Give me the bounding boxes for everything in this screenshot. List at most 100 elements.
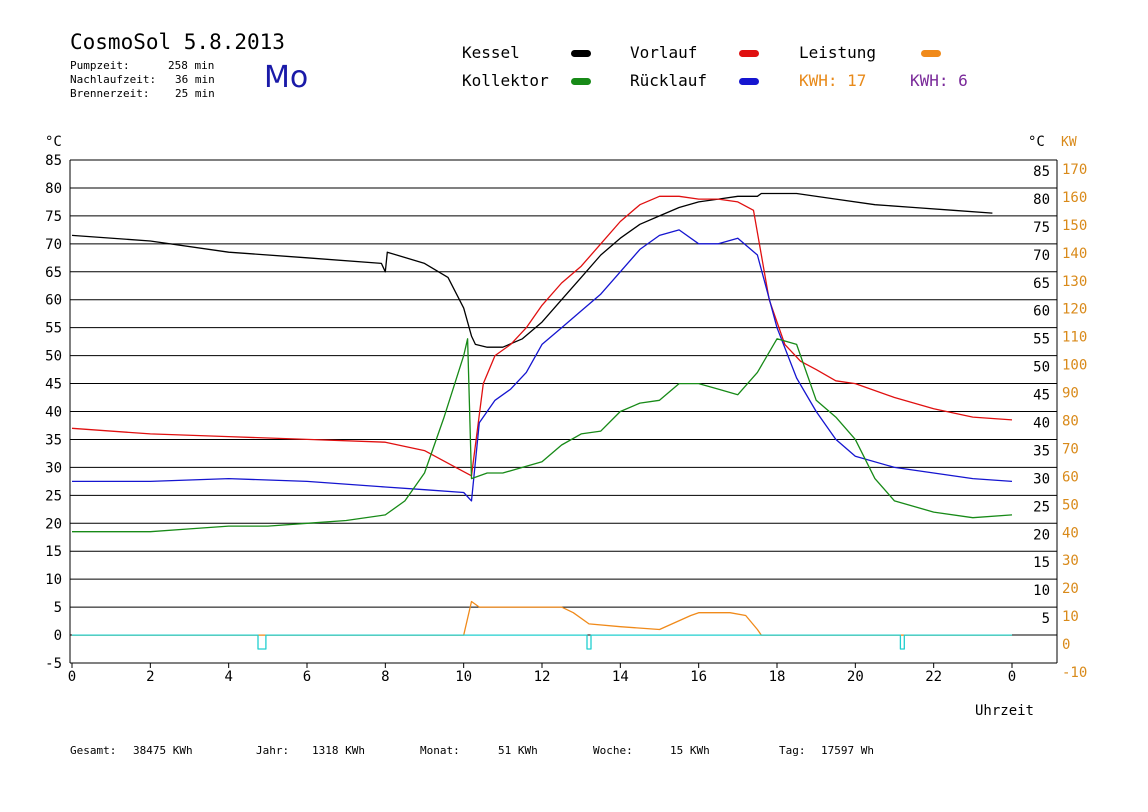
footer-monat-label: Monat: xyxy=(420,744,460,757)
stat-pumpzeit-value: 258 min xyxy=(168,59,215,72)
series-line-ruecklauf xyxy=(72,229,1013,502)
y-tick-label-right: 70 xyxy=(1033,248,1050,264)
y-tick-label-left: 85 xyxy=(45,153,62,169)
y-tick-label-right: 55 xyxy=(1033,332,1050,348)
y-tick-label-right: 5 xyxy=(1042,611,1050,627)
power-tick-label: 40 xyxy=(1062,525,1079,541)
power-tick-label: 150 xyxy=(1062,218,1087,234)
y-tick-label-left: 45 xyxy=(45,377,62,393)
legend-vorlauf-label: Vorlauf xyxy=(630,43,698,62)
y-tick-label-left: 30 xyxy=(45,460,62,476)
footer-gesamt-value: 38475 KWh xyxy=(133,744,193,757)
x-tick-label: 8 xyxy=(381,669,389,685)
power-tick-label: 90 xyxy=(1062,386,1079,402)
x-tick-label: 18 xyxy=(769,669,786,685)
y-tick-label-right: 50 xyxy=(1033,360,1050,376)
footer-jahr-label: Jahr: xyxy=(256,744,290,757)
y-tick-label-right: 25 xyxy=(1033,499,1050,515)
power-tick-label: 70 xyxy=(1062,441,1079,457)
x-tick-label: 2 xyxy=(146,669,154,685)
footer-tag-value: 17597 Wh xyxy=(821,744,874,757)
x-tick-label: 14 xyxy=(612,669,629,685)
power-tick-label: 50 xyxy=(1062,497,1079,513)
y-tick-label-right: 60 xyxy=(1033,304,1050,320)
legend-kwh-solar: KWH: 17 xyxy=(799,71,867,90)
power-tick-label: 10 xyxy=(1062,609,1079,625)
power-tick-label: 110 xyxy=(1062,330,1087,346)
series-line-kollektor xyxy=(72,338,1013,533)
power-tick-label: 20 xyxy=(1062,581,1079,597)
y-tick-label-right: 65 xyxy=(1033,276,1050,292)
y-tick-label-left: 60 xyxy=(45,293,62,309)
y-tick-label-right: 85 xyxy=(1033,164,1050,180)
power-tick-label: 80 xyxy=(1062,414,1079,430)
series-line-leistung xyxy=(72,600,1012,636)
footer-gesamt-label: Gesamt: xyxy=(70,744,117,757)
x-tick-label: 20 xyxy=(847,669,864,685)
y-tick-label-left: 35 xyxy=(45,432,62,448)
series-line-kessel xyxy=(71,192,993,348)
legend-leistung-swatch xyxy=(921,50,941,57)
stat-nachlaufzeit-value: 36 min xyxy=(175,73,215,86)
x-tick-label: 10 xyxy=(455,669,472,685)
legend-kollektor-label: Kollektor xyxy=(462,71,549,90)
footer-monat-value: 51 KWh xyxy=(498,744,538,757)
y-tick-label-left: 25 xyxy=(45,488,62,504)
series-line-pumpe xyxy=(72,634,1012,650)
chart-title: CosmoSol 5.8.2013 xyxy=(70,30,285,54)
legend-kessel-swatch xyxy=(571,50,591,57)
x-tick-label: 4 xyxy=(224,669,232,685)
y-tick-label-right: 10 xyxy=(1033,583,1050,599)
x-tick-label: 0 xyxy=(68,669,76,685)
y-tick-label-right: 35 xyxy=(1033,443,1050,459)
x-tick-label: 12 xyxy=(534,669,551,685)
footer-woche-value: 15 KWh xyxy=(670,744,710,757)
y-tick-label-right: 15 xyxy=(1033,555,1050,571)
y-tick-label-left: -5 xyxy=(45,656,62,672)
y-axis-unit-right: °C xyxy=(1028,134,1045,150)
stat-brennerzeit-value: 25 min xyxy=(175,87,215,100)
stat-pumpzeit-label: Pumpzeit: xyxy=(70,59,130,72)
y-axis-unit-left: °C xyxy=(45,134,62,150)
footer-jahr-value: 1318 KWh xyxy=(312,744,365,757)
legend-kollektor-swatch xyxy=(571,78,591,85)
power-tick-label: -10 xyxy=(1062,665,1087,681)
y-tick-label-left: 15 xyxy=(45,544,62,560)
footer-tag-label: Tag: xyxy=(779,744,806,757)
y-tick-label-left: 50 xyxy=(45,349,62,365)
y-tick-label-left: 55 xyxy=(45,321,62,337)
legend-kessel-label: Kessel xyxy=(462,43,520,62)
legend-ruecklauf-label: Rücklauf xyxy=(630,71,708,90)
y-tick-label-right: 45 xyxy=(1033,388,1050,404)
y-tick-label-right: 80 xyxy=(1033,192,1050,208)
y-tick-label-left: 10 xyxy=(45,572,62,588)
x-tick-label: 22 xyxy=(925,669,942,685)
y-tick-label-left: 75 xyxy=(45,209,62,225)
y-tick-label-left: 80 xyxy=(45,181,62,197)
y-tick-label-right: 30 xyxy=(1033,471,1050,487)
y-tick-label-right: 20 xyxy=(1033,527,1050,543)
power-tick-label: 0 xyxy=(1062,637,1070,653)
power-tick-label: 160 xyxy=(1062,190,1087,206)
x-tick-label: 0 xyxy=(1008,669,1016,685)
weekday-label: Mo xyxy=(264,60,309,95)
stat-nachlaufzeit-label: Nachlaufzeit: xyxy=(70,73,157,86)
y-tick-label-left: 65 xyxy=(45,265,62,281)
y-tick-label-right: 75 xyxy=(1033,220,1050,236)
y-tick-label-left: 70 xyxy=(45,237,62,253)
x-tick-label: 16 xyxy=(690,669,707,685)
power-tick-label: 30 xyxy=(1062,553,1079,569)
y-tick-label-left: 40 xyxy=(45,405,62,421)
power-tick-label: 170 xyxy=(1062,162,1087,178)
series-line-vorlauf xyxy=(71,195,1013,477)
y-tick-label-left: 0 xyxy=(54,628,62,644)
power-tick-label: 60 xyxy=(1062,469,1079,485)
legend-kwh-burner: KWH: 6 xyxy=(910,71,968,90)
power-tick-label: 130 xyxy=(1062,274,1087,290)
footer-woche-label: Woche: xyxy=(593,744,633,757)
legend-leistung-label: Leistung xyxy=(799,43,877,62)
power-tick-label: 100 xyxy=(1062,358,1087,374)
y-tick-label-left: 5 xyxy=(54,600,62,616)
stat-brennerzeit-label: Brennerzeit: xyxy=(70,87,150,100)
y-tick-label-right: 40 xyxy=(1033,416,1050,432)
